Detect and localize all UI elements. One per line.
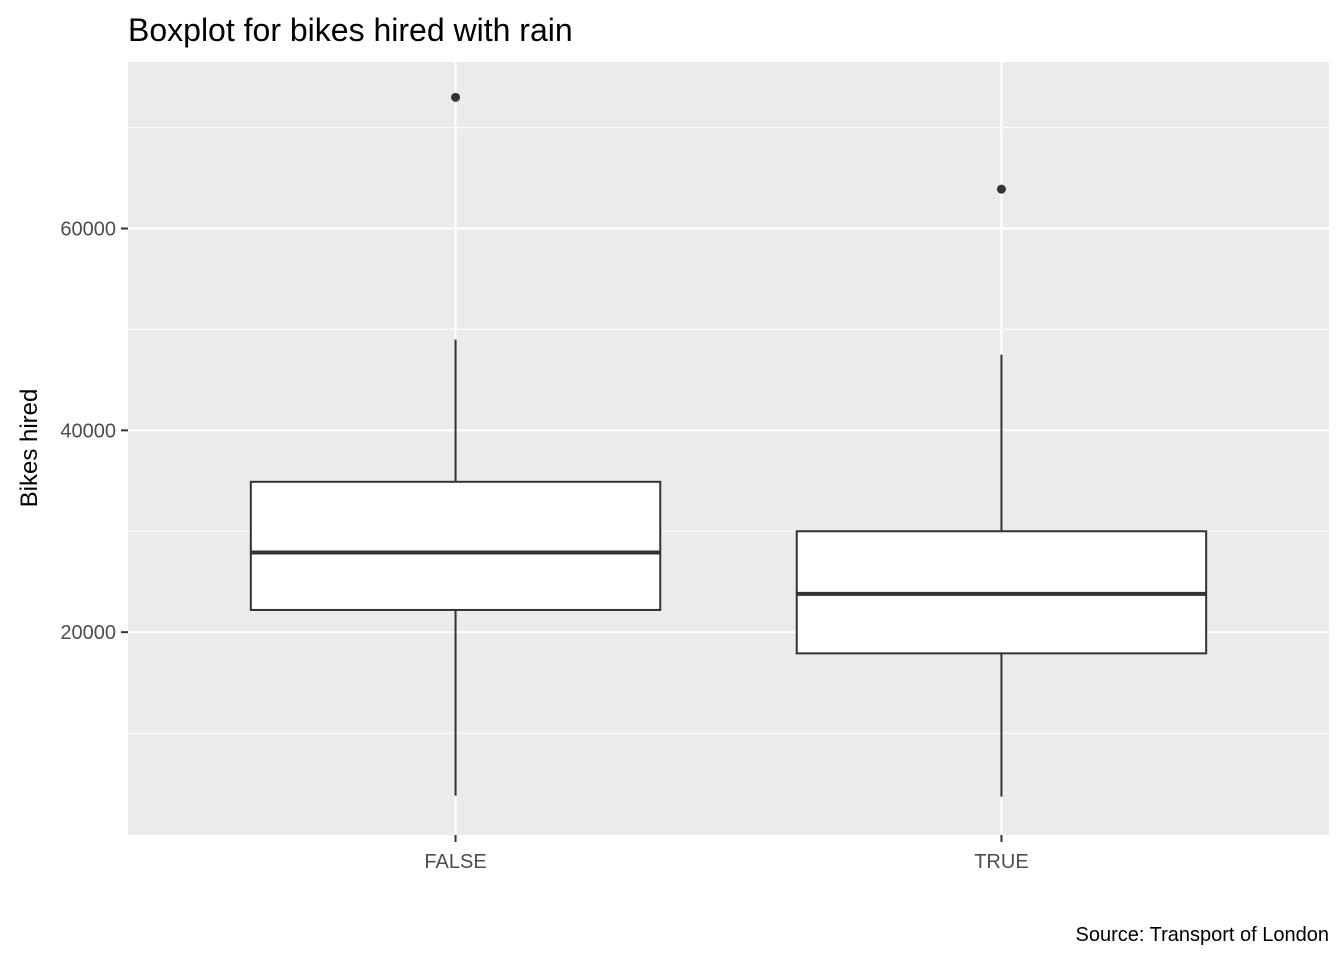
boxes	[249, 92, 1208, 797]
box-false	[249, 92, 662, 796]
outlier-point	[996, 184, 1006, 194]
x-tick-label: FALSE	[424, 851, 486, 873]
x-tick-label: TRUE	[974, 851, 1028, 873]
chart-title: Boxplot for bikes hired with rain	[128, 12, 573, 48]
plot-panel	[128, 62, 1329, 835]
box-iqr	[249, 480, 662, 611]
outlier-point	[451, 92, 461, 102]
y-axis-title: Bikes hired	[16, 389, 43, 508]
y-tick-label: 40000	[60, 420, 116, 442]
caption: Source: Transport of London	[1076, 924, 1330, 946]
y-tick-label: 60000	[60, 219, 116, 241]
x-axis-ticks: FALSE TRUE	[424, 835, 1029, 873]
box-true	[795, 184, 1208, 797]
y-axis-ticks: 20000 40000 60000	[60, 219, 128, 644]
y-tick-label: 20000	[60, 622, 116, 644]
